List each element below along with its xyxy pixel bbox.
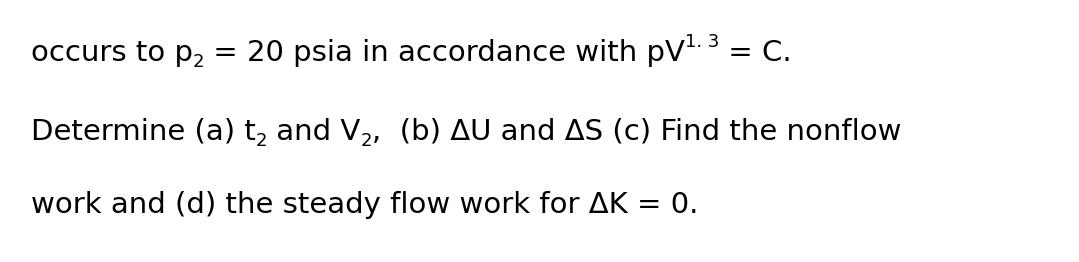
Text: ,  (b) ΔU and ΔS (c) Find the nonflow: , (b) ΔU and ΔS (c) Find the nonflow [371,118,901,146]
Text: work and (d) the steady flow work for ΔK = 0.: work and (d) the steady flow work for ΔK… [30,191,698,219]
Text: occurs to p: occurs to p [30,39,192,67]
Text: 2: 2 [192,53,204,71]
Text: and V: and V [267,118,360,146]
Text: 2: 2 [256,132,267,150]
Text: = C.: = C. [720,39,792,67]
Text: 1. 3: 1. 3 [685,32,720,51]
Text: 2: 2 [360,132,371,150]
Text: Determine (a) t: Determine (a) t [30,118,256,146]
Text: = 20 psia in accordance with pV: = 20 psia in accordance with pV [204,39,685,67]
